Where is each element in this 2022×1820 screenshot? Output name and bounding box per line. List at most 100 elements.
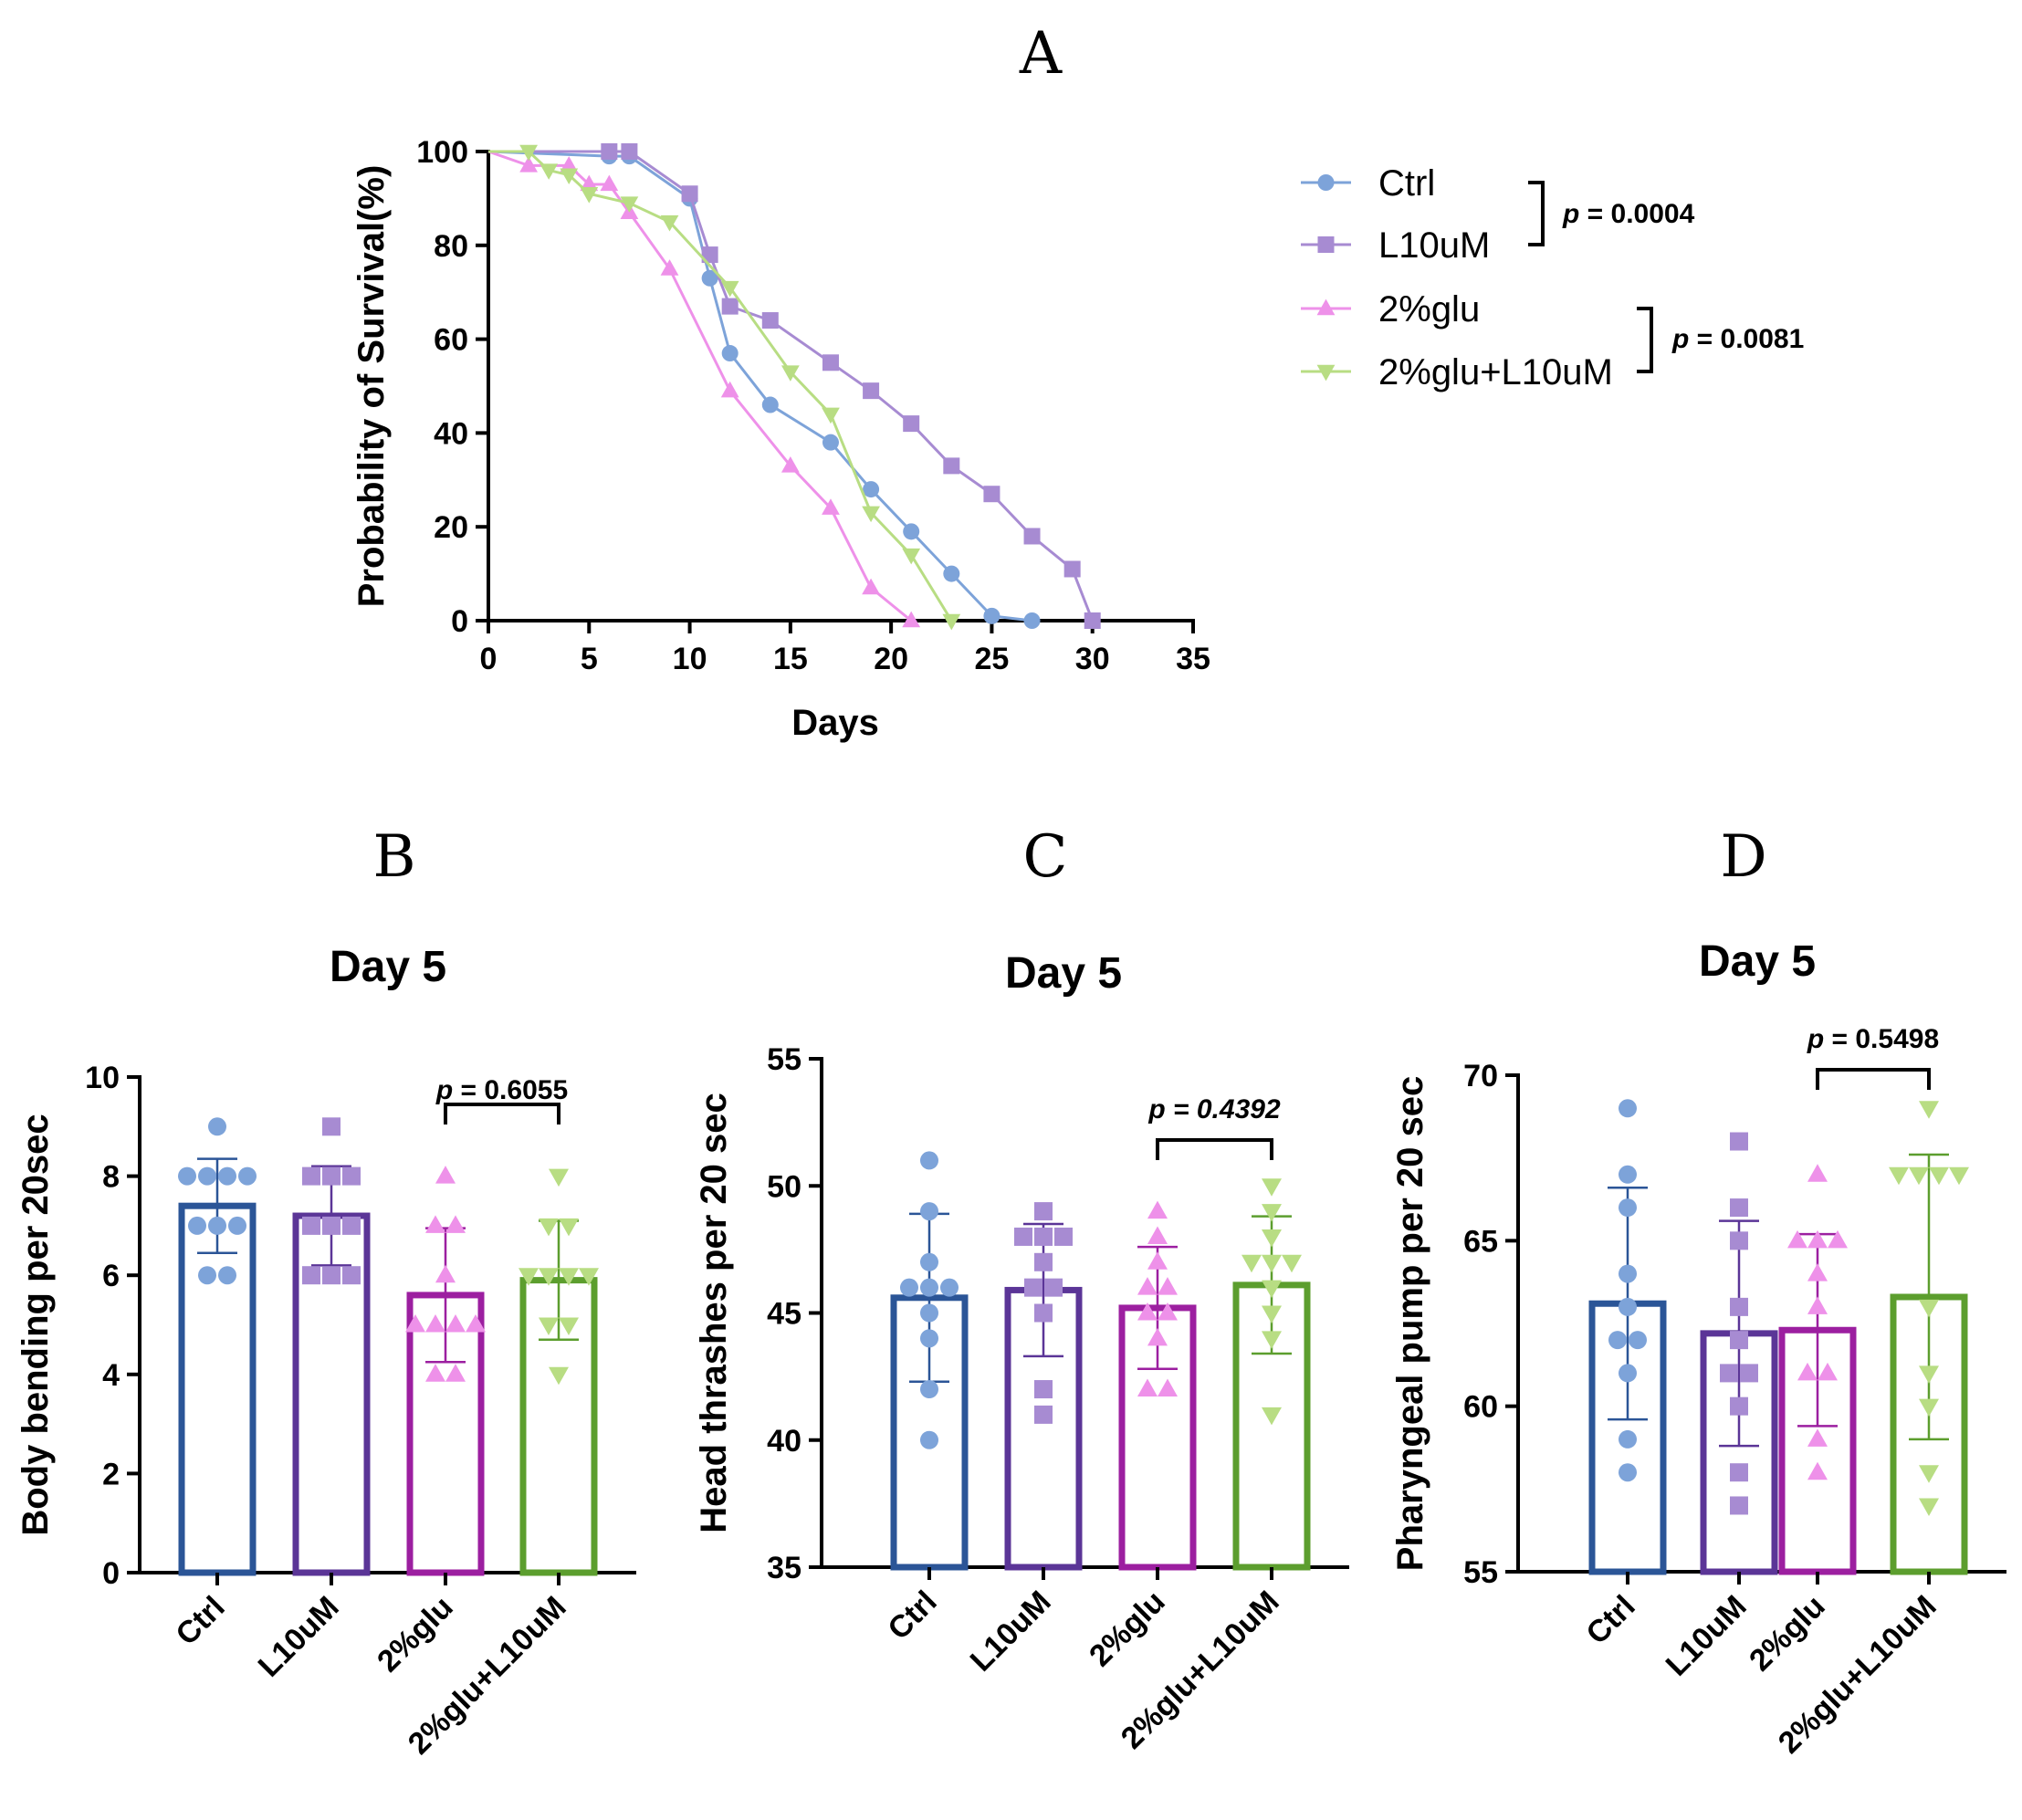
data-point (920, 1329, 938, 1348)
data-point (1919, 1299, 1939, 1318)
data-point (560, 168, 579, 185)
x-category-label: Ctrl (881, 1585, 943, 1647)
data-point (1909, 1166, 1929, 1186)
data-point (761, 396, 779, 413)
data-point (1828, 1229, 1848, 1249)
x-category-label: 2%glu (371, 1590, 460, 1679)
data-point (903, 415, 920, 433)
data-point (1629, 1331, 1647, 1350)
data-point (943, 565, 960, 582)
bar-group-L10uM (1004, 1202, 1083, 1571)
data-point (322, 1216, 340, 1235)
data-point (1619, 1297, 1637, 1316)
data-point (549, 1168, 569, 1187)
data-point (519, 1268, 539, 1286)
chart-title: Day 5 (1699, 937, 1816, 986)
data-point (1608, 1331, 1627, 1350)
data-point (983, 607, 1001, 624)
data-point (660, 214, 679, 232)
significance-annotation: p = 0.5498 (1807, 1024, 1939, 1090)
data-point (1730, 1132, 1748, 1151)
panel-letter-b: B (372, 823, 415, 891)
y-tick-label: 60 (434, 323, 468, 358)
data-point (198, 1166, 216, 1186)
y-tick-label: 20 (434, 510, 468, 545)
data-point (1807, 1164, 1828, 1182)
data-point (601, 143, 618, 160)
data-point (425, 1215, 445, 1233)
bar-group-L10uM (1700, 1132, 1778, 1575)
legend-marker (1317, 236, 1335, 253)
data-point (621, 143, 638, 160)
data-point (681, 185, 698, 203)
data-point (1023, 528, 1041, 545)
data-point (781, 365, 800, 382)
data-point (781, 456, 800, 473)
legend-item: 2%glu+L10uM (1301, 352, 1613, 392)
data-point (178, 1166, 196, 1186)
data-point (198, 1266, 216, 1285)
y-axis-label: Head thrashes per 20 sec (694, 1093, 734, 1532)
data-point (863, 382, 880, 400)
data-point (1034, 1380, 1053, 1399)
y-tick-label: 2 (102, 1457, 120, 1491)
data-point (1023, 612, 1041, 629)
data-point (1147, 1327, 1168, 1346)
data-point (1818, 1362, 1838, 1381)
data-point (1619, 1198, 1637, 1218)
data-point (1797, 1362, 1818, 1381)
x-tick-label: 0 (480, 642, 498, 676)
y-tick-label: 45 (767, 1297, 801, 1332)
y-tick-label: 35 (767, 1551, 801, 1585)
data-point (1807, 1296, 1828, 1314)
panel-b-body-bending-chart: Day 5 0 2 4 6 8 10 Body bending per 20sec Ctrl L1… (16, 943, 636, 1762)
data-point (208, 1216, 226, 1235)
data-point (1619, 1099, 1637, 1118)
data-point (1137, 1378, 1158, 1397)
x-category-label: Ctrl (169, 1590, 231, 1652)
data-point (539, 1317, 559, 1335)
bar-group-2%glu (1118, 1200, 1197, 1571)
data-point (302, 1266, 320, 1285)
p-value-label: p = 0.5498 (1807, 1024, 1939, 1054)
y-tick-label: 0 (102, 1556, 120, 1591)
data-point (1158, 1277, 1178, 1295)
data-point (920, 1151, 938, 1170)
legend-marker (1316, 364, 1336, 382)
legend-label: 2%glu+L10uM (1378, 352, 1613, 392)
data-point (1147, 1200, 1168, 1219)
x-tick-label: 10 (673, 642, 707, 676)
data-point (1730, 1297, 1748, 1316)
data-point (720, 381, 739, 398)
bar-group-Ctrl (890, 1151, 969, 1571)
data-point (519, 144, 539, 162)
x-category-label: Ctrl (1579, 1589, 1641, 1651)
data-point (1262, 1204, 1282, 1222)
data-point (701, 269, 718, 287)
data-point (1730, 1331, 1748, 1350)
data-point (660, 259, 679, 276)
data-point (1730, 1496, 1748, 1515)
bracket-line (1156, 1138, 1273, 1160)
data-point (1919, 1498, 1939, 1516)
data-point (822, 434, 839, 451)
series-2%glu+L10uM (488, 144, 961, 631)
data-point (322, 1117, 340, 1136)
data-point (1158, 1302, 1178, 1321)
data-point (942, 613, 961, 631)
p-value-label: p = 0.0004 (1562, 199, 1695, 229)
data-point (579, 1268, 599, 1286)
data-point (559, 1218, 579, 1237)
data-point (322, 1266, 340, 1285)
data-point (218, 1166, 236, 1186)
data-point (1949, 1166, 1969, 1186)
data-point (1787, 1229, 1807, 1249)
data-point (519, 156, 539, 173)
data-point (902, 611, 921, 628)
x-category-label: 2%glu (1083, 1585, 1172, 1674)
legend-marker (1316, 298, 1336, 316)
y-tick-label: 40 (434, 416, 468, 451)
x-tick-label: 25 (975, 642, 1010, 676)
series-L10uM (488, 143, 1101, 629)
legend-marker (1317, 174, 1335, 191)
